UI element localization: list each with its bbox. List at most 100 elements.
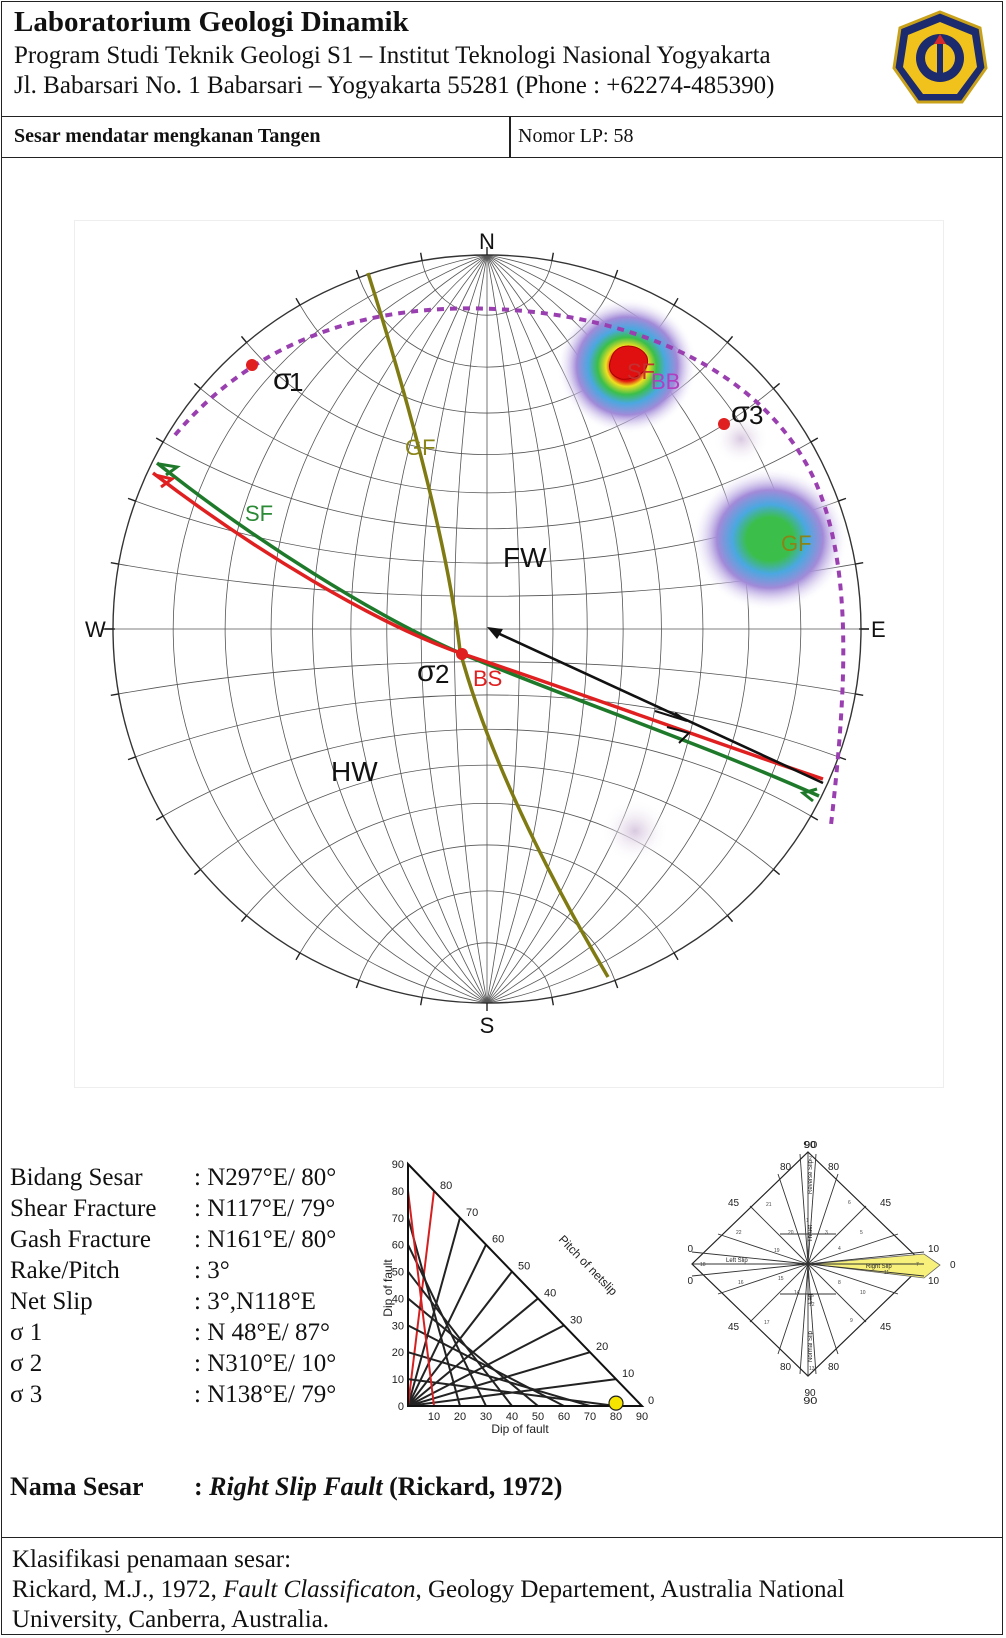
diamond-10-rl: 10: [928, 1276, 940, 1287]
y-tick-label: 50: [392, 1267, 404, 1279]
param-value: : N 48°E/ 87°: [194, 1319, 330, 1346]
stereonet: σ 1 σ 2 σ 3 N S W E GF SF FW HW BS SF BB…: [85, 229, 886, 1038]
y-tick-label: 70: [392, 1213, 404, 1225]
y-tick-label: 20: [392, 1347, 404, 1359]
dextral-shear-sense-icon: [654, 710, 691, 744]
cell-number: 2: [809, 1156, 812, 1162]
pitch-tick-label: 80: [440, 1180, 452, 1192]
lag-label: Lag: [808, 1294, 814, 1304]
triangle-hypotenuse-label: Pitch of netslip: [556, 1232, 621, 1298]
density-contour-minor: [601, 799, 669, 863]
param-label: σ 1: [10, 1319, 43, 1346]
param-label: σ 2: [10, 1350, 43, 1377]
east-label: E: [871, 617, 886, 642]
diamond-10-ll: 10: [688, 1276, 694, 1287]
x-tick-label: 60: [558, 1411, 570, 1423]
left-slip-label: Left Slip: [726, 1258, 748, 1264]
sigma2-point: [456, 648, 468, 660]
shear-arrow-icon: [158, 462, 181, 477]
fault-name-italic: Right Slip Fault: [209, 1472, 383, 1501]
param-label: σ 3: [10, 1381, 43, 1408]
param-value: : 3°: [194, 1257, 230, 1284]
cell-number: 15: [778, 1276, 784, 1282]
diamond-45-ul: 45: [728, 1198, 740, 1209]
lab-name: Laboratorium Geologi Dinamik: [14, 6, 409, 38]
cell-number: 7: [916, 1262, 919, 1268]
sigma3-label: 3: [749, 400, 763, 430]
gf-plane-label: GF: [405, 435, 436, 460]
lp-number: Nomor LP: 58: [518, 125, 634, 147]
cell-number: 13: [809, 1366, 815, 1372]
dip-line: [407, 1351, 591, 1407]
header: Laboratorium Geologi Dinamik Program Stu…: [2, 2, 1002, 114]
hanging-wall-label: HW: [331, 756, 378, 787]
y-tick-label: 0: [398, 1401, 404, 1413]
south-label: S: [480, 1013, 495, 1038]
x-tick-label: 90: [636, 1411, 648, 1423]
diamond-45-ll: 45: [728, 1322, 740, 1333]
x-tick-label: 10: [428, 1411, 440, 1423]
cell-number: 5: [860, 1230, 863, 1236]
pitch-tick-label: 60: [492, 1234, 504, 1246]
address-line: Jl. Babarsari No. 1 Babarsari – Yogyakar…: [14, 72, 775, 99]
net-slip-arrowhead-icon: [487, 627, 503, 639]
pitch-tick-label: 20: [596, 1341, 608, 1353]
fault-arrow-icon: [154, 473, 176, 489]
footwall-label: FW: [503, 542, 547, 573]
diamond-45-ur: 45: [880, 1198, 892, 1209]
cell-number: 16: [738, 1280, 744, 1286]
param-label: Rake/Pitch: [10, 1257, 120, 1284]
param-label: Net Slip: [10, 1288, 93, 1315]
cell-number: 19: [774, 1248, 780, 1254]
dip-line: [407, 1244, 487, 1407]
pitch-tick-label: 10: [622, 1368, 634, 1380]
sigma1-label: 1: [289, 367, 303, 397]
fault-name-value: : Right Slip Fault (Rickard, 1972): [194, 1472, 563, 1501]
x-tick-label: 50: [532, 1411, 544, 1423]
cell-number: 3: [825, 1230, 828, 1236]
dip-line: [407, 1297, 539, 1407]
cell-number: 6: [848, 1200, 851, 1206]
x-tick-label: 40: [506, 1411, 518, 1423]
triangle-diagram: 90 80 70 60 50 40 30 20 10 0 10 20 30 40 50 60 70 80 90 80 7…: [381, 1159, 654, 1436]
footer-reference-line2: University, Canberra, Australia.: [12, 1606, 330, 1633]
y-tick-label: 10: [392, 1374, 404, 1386]
right-slip-highlight: [809, 1253, 941, 1279]
diamond-bottom-label: 90: [803, 1396, 817, 1406]
density-contour-gf-pole: [692, 467, 848, 611]
right-slip-label: Right Slip: [866, 1264, 892, 1270]
y-tick-label: 80: [392, 1186, 404, 1198]
param-value: : N297°E/ 80°: [194, 1164, 337, 1191]
pitch-tick-label: 40: [544, 1287, 556, 1299]
sigma2-label: 2: [435, 659, 449, 689]
sf-pole-label: SF: [627, 359, 655, 384]
cell-number: 14: [794, 1290, 800, 1296]
param-value: : N117°E/ 79°: [194, 1195, 336, 1222]
cell-number: 8: [838, 1280, 841, 1286]
pitch-tick-label: 70: [466, 1207, 478, 1219]
diamond-bottom-label-90: 90: [804, 1388, 816, 1399]
sigma3-point: [718, 418, 730, 430]
y-tick-label: 60: [392, 1240, 404, 1252]
pitch-dip-triangle: 90 80 70 60 50 40 30 20 10 0 10 20 30 40 50 60 70 80 90 80 7…: [370, 1138, 680, 1438]
param-value: : N310°E/ 10°: [194, 1350, 337, 1377]
dip-line: [407, 1324, 565, 1407]
diamond-top-label: 90: [803, 1140, 817, 1150]
cell-number: 4: [838, 1246, 841, 1252]
cell-number: 18: [700, 1262, 706, 1268]
sigma2-symbol-icon: σ: [417, 655, 436, 688]
triangle-data-point: [608, 1395, 624, 1411]
cell-number: 21: [766, 1202, 772, 1208]
ref-author: Rickard, M.J., 1972,: [12, 1576, 224, 1603]
institute-logo-icon: [892, 10, 988, 104]
x-tick-label: 70: [584, 1411, 596, 1423]
sf-plane-label: SF: [245, 501, 273, 526]
footer-heading: Klasifikasi penamaan sesar:: [12, 1546, 292, 1573]
diamond-upper-left-80: 80: [780, 1162, 792, 1173]
wulff-net-grid: [113, 254, 861, 1004]
footer: Klasifikasi penamaan sesar: Rickard, M.J…: [2, 1537, 1002, 1638]
diamond-45-lr: 45: [880, 1322, 892, 1333]
diamond-upper-right-80: 80: [828, 1162, 840, 1173]
x-tick-label: 20: [454, 1411, 466, 1423]
